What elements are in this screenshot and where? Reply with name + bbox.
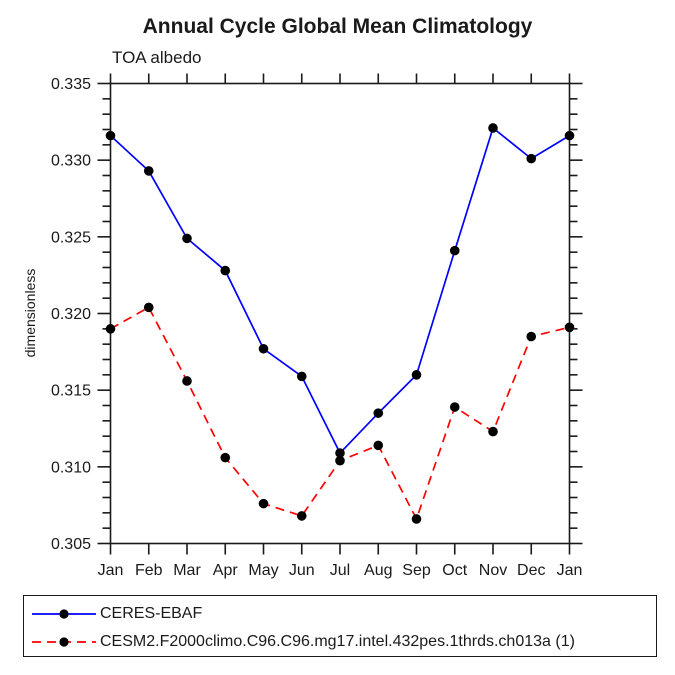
x-tick-label: Jun [289,562,315,579]
data-point-marker [488,123,498,133]
data-point-marker [526,331,537,342]
data-point-marker [182,376,192,386]
data-point-marker [258,498,269,509]
x-tick-label: Nov [479,562,507,579]
data-point-marker [105,324,116,334]
y-tick-label: 0.335 [51,76,91,93]
chart-subtitle: TOA albedo [112,48,202,67]
data-point-marker [335,448,345,458]
y-tick-label: 0.330 [51,153,91,170]
data-point-marker [564,130,575,141]
data-point-marker [296,371,307,382]
y-tick-label: 0.315 [51,383,91,400]
data-point-marker [143,302,154,313]
data-point-marker [373,408,384,418]
x-axis-tick-labels: Jan Feb Mar Apr May Jun Jul Aug Sep Oct Nov Dec Jan [98,562,583,579]
x-tick-label: Jan [98,562,124,579]
data-point-marker [296,511,307,521]
data-point-marker [411,370,422,380]
x-tick-label: Oct [442,562,467,579]
x-tick-label: Sep [402,562,431,579]
x-tick-label: May [248,562,278,579]
data-point-marker [449,402,460,412]
legend-line-sample-solid [32,609,96,619]
data-point-marker [564,322,575,333]
legend-label-ceres: CERES-EBAF [100,605,203,622]
y-tick-label: 0.320 [51,306,91,323]
data-point-marker [258,343,269,354]
series-line-1 [110,306,570,522]
legend-item-ceres: CERES-EBAF [29,604,202,624]
y-tick-label: 0.305 [51,536,91,553]
y-tick-label: 0.310 [51,459,91,476]
legend-item-cesm2: CESM2.F2000climo.C96.C96.mg17.intel.432p… [29,632,575,652]
x-tick-label: Dec [517,562,545,579]
x-tick-label: Feb [135,562,163,579]
data-point-marker [105,130,116,141]
data-point-marker [182,233,192,244]
y-axis-tick-labels: 0.335 0.330 0.325 0.320 0.315 0.310 0.305 [51,76,91,553]
legend-line-sample-dashed [32,637,96,647]
chart-title: Annual Cycle Global Mean Climatology [142,15,533,38]
x-axis-ticks [109,73,571,555]
data-point-marker [488,426,498,437]
data-point-marker [526,153,537,164]
legend-marker-dot [59,609,69,619]
data-point-marker [143,166,154,176]
series-markers-0 [105,123,575,458]
data-point-marker [335,455,345,466]
legend: CERES-EBAF CESM2.F2000climo.C96.C96.mg17… [23,595,657,657]
x-tick-label: Aug [364,562,392,579]
data-point-marker [411,514,422,524]
x-tick-label: Jan [557,562,583,579]
data-point-marker [373,440,384,451]
x-tick-label: Jul [330,562,350,579]
series-markers-1 [105,302,575,524]
data-point-marker [449,245,460,256]
y-tick-label: 0.325 [51,229,91,246]
data-point-marker [220,265,231,276]
data-point-marker [220,452,231,463]
plot-frame [109,82,571,545]
y-axis-ticks [97,82,583,545]
x-tick-label: Mar [173,562,201,579]
legend-marker-dot [59,637,69,647]
series-line-0 [109,126,570,455]
x-tick-label: Apr [213,562,239,579]
legend-label-cesm2: CESM2.F2000climo.C96.C96.mg17.intel.432p… [100,633,575,650]
